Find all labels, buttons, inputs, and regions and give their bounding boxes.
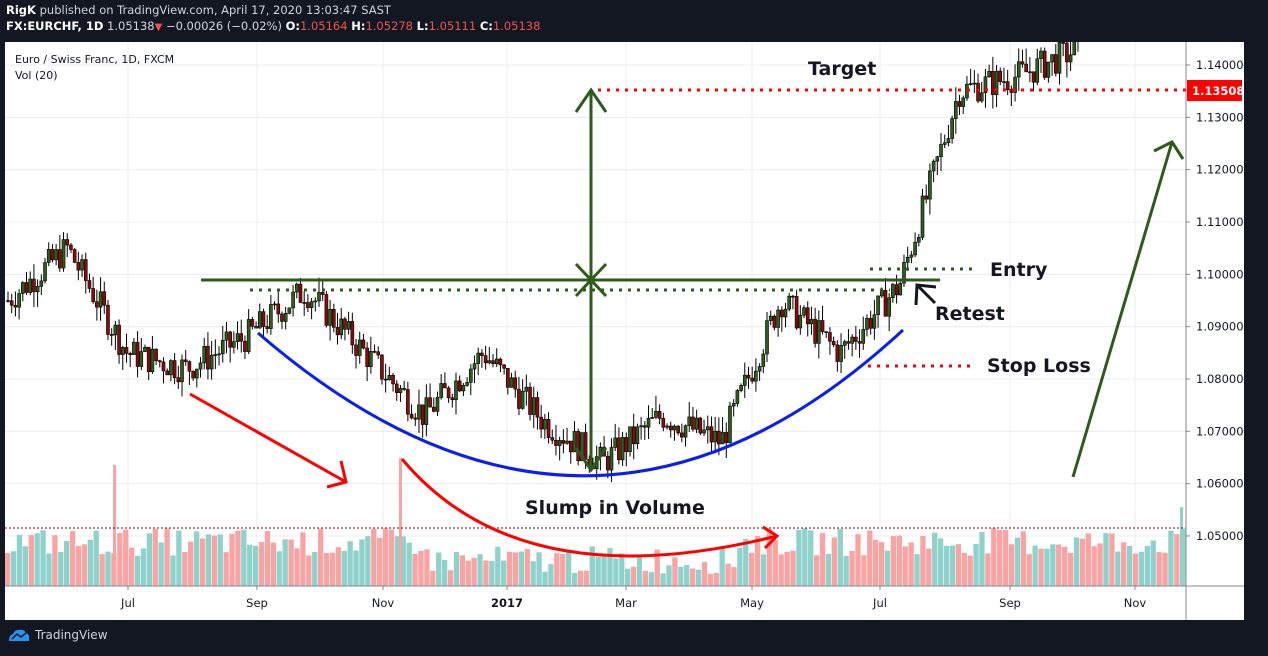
price-tick: 1.14000 bbox=[1196, 58, 1244, 72]
arrow-head-icon bbox=[914, 283, 937, 306]
brand-name: TradingView bbox=[35, 628, 108, 642]
cup-curve[interactable] bbox=[257, 328, 905, 478]
open-value: 1.05164 bbox=[299, 19, 348, 33]
price-tick: 1.11000 bbox=[1196, 215, 1244, 229]
time-tick: Mar bbox=[615, 596, 637, 610]
price-tick: 1.09000 bbox=[1196, 320, 1244, 334]
time-tick: Sep bbox=[999, 596, 1021, 610]
slump-label: Slump in Volume bbox=[525, 497, 705, 519]
arrow-up-icon bbox=[574, 87, 608, 113]
tradingview-logo-icon bbox=[9, 629, 30, 641]
price-tick: 1.07000 bbox=[1196, 424, 1244, 438]
arrow-head-icon bbox=[326, 460, 348, 489]
high-value: 1.05278 bbox=[365, 19, 413, 33]
low-value: 1.05111 bbox=[428, 19, 477, 33]
publish-line: RigK published on TradingView.com, April… bbox=[6, 2, 540, 18]
volume-histogram bbox=[5, 458, 1186, 586]
close-value: 1.05138 bbox=[492, 19, 541, 33]
price-chart[interactable]: Target Entry Retest Stop Loss Slump in V… bbox=[5, 42, 1244, 620]
bullish-arrow[interactable] bbox=[1071, 141, 1174, 478]
current-price-value: 1.13508 bbox=[1192, 84, 1244, 98]
price-tick: 1.08000 bbox=[1196, 372, 1244, 386]
author-name[interactable]: RigK bbox=[6, 3, 36, 17]
arrow-head-icon bbox=[1153, 140, 1185, 160]
time-tick: 2017 bbox=[491, 596, 523, 610]
last-price: 1.05138 bbox=[107, 19, 155, 33]
volume-slump-arrow[interactable] bbox=[400, 458, 778, 558]
price-tick: 1.13000 bbox=[1196, 110, 1244, 124]
chart-header: RigK published on TradingView.com, April… bbox=[6, 2, 540, 36]
time-tick: Nov bbox=[372, 596, 395, 610]
arrow-down-icon bbox=[574, 447, 608, 473]
ohlc-line: FX:EURCHF, 1D 1.05138▼ −0.00026 (−0.02%)… bbox=[6, 18, 540, 36]
chart-legend: Euro / Swiss Franc, 1D, FXCM Vol (20) bbox=[15, 52, 174, 84]
cross-icon bbox=[574, 262, 608, 298]
price-tick: 1.10000 bbox=[1196, 267, 1244, 281]
close-label: C: bbox=[479, 19, 493, 33]
arrow-head-icon bbox=[762, 525, 780, 550]
current-price-badge bbox=[1187, 80, 1242, 101]
chart-panel[interactable]: Target Entry Retest Stop Loss Slump in V… bbox=[5, 42, 1244, 620]
candlesticks bbox=[6, 42, 1079, 483]
publish-text: published on TradingView.com, April 17, … bbox=[39, 3, 391, 17]
price-axis-labels: 1.14000 1.13000 1.12000 1.11000 1.10000 1.090… bbox=[1186, 58, 1244, 543]
stop-loss-label: Stop Loss bbox=[987, 355, 1091, 377]
downtrend-arrow[interactable] bbox=[189, 392, 347, 484]
price-change: −0.00026 (−0.02%) bbox=[165, 19, 282, 33]
retest-arrow bbox=[915, 283, 937, 305]
price-tick: 1.05000 bbox=[1196, 529, 1244, 543]
series-title[interactable]: Euro / Swiss Franc, 1D, FXCM bbox=[15, 53, 175, 66]
footer-brand[interactable]: TradingView bbox=[8, 628, 108, 642]
retest-label: Retest bbox=[935, 303, 1005, 325]
price-scale[interactable] bbox=[1186, 42, 1244, 620]
price-tick: 1.06000 bbox=[1196, 477, 1244, 491]
open-label: O: bbox=[285, 19, 300, 33]
target-label: Target bbox=[808, 58, 876, 80]
time-axis-labels[interactable]: Jul Sep Nov 2017 Mar May Jul Sep Nov bbox=[120, 586, 1146, 610]
price-tick: 1.12000 bbox=[1196, 163, 1244, 177]
entry-label: Entry bbox=[990, 259, 1048, 281]
time-tick: Jul bbox=[120, 596, 135, 610]
low-label: L: bbox=[416, 19, 429, 33]
time-tick: Nov bbox=[1124, 596, 1147, 610]
symbol-label: FX:EURCHF, 1D bbox=[6, 19, 104, 33]
volume-indicator-label[interactable]: Vol (20) bbox=[15, 69, 58, 82]
down-triangle-icon: ▼ bbox=[154, 22, 163, 33]
high-label: H: bbox=[351, 19, 366, 33]
time-tick: Jul bbox=[872, 596, 887, 610]
time-tick: Sep bbox=[246, 596, 268, 610]
time-tick: May bbox=[740, 596, 764, 610]
